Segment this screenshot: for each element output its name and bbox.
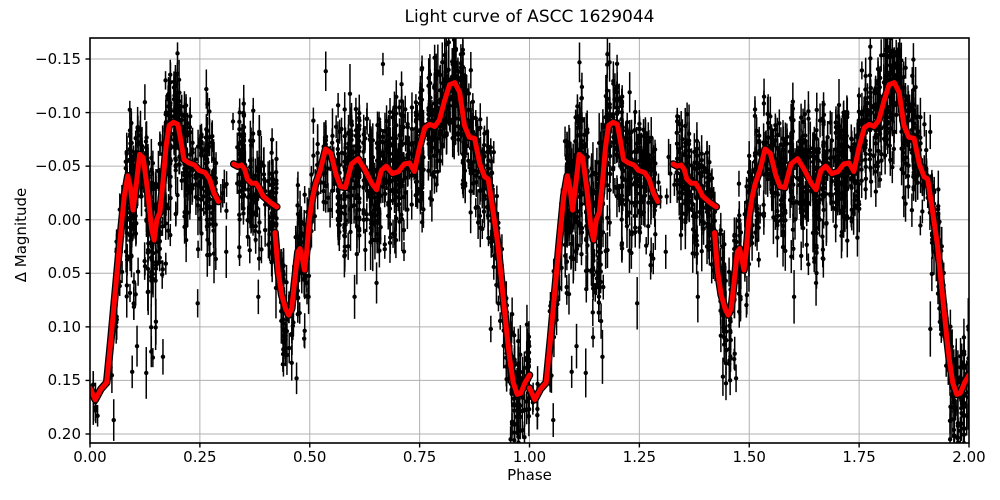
x-tick-label: 1.50 (732, 448, 766, 466)
x-tick-label: 0.50 (293, 448, 327, 466)
x-tick-label: 1.00 (512, 448, 547, 466)
x-tick-label: 0.25 (183, 448, 217, 466)
x-tick-label: 0.75 (402, 448, 437, 466)
y-tick-label: 0.00 (47, 210, 81, 229)
y-tick-label: 0.05 (47, 264, 81, 283)
y-tick-label: −0.15 (35, 50, 81, 68)
x-tick-label: 0.00 (73, 448, 107, 466)
chart-title: Light curve of ASCC 1629044 (404, 7, 655, 27)
y-tick-label: 0.10 (47, 317, 81, 336)
x-tick-label: 2.00 (952, 448, 986, 466)
y-tick-label: −0.10 (35, 103, 81, 122)
y-tick-label: 0.20 (47, 425, 81, 443)
x-tick-label: 1.75 (842, 448, 876, 466)
y-tick-label: −0.05 (35, 157, 81, 176)
y-tick-label: 0.15 (47, 371, 81, 390)
x-tick-label: 1.25 (622, 448, 657, 466)
x-axis-label: Phase (507, 466, 552, 484)
